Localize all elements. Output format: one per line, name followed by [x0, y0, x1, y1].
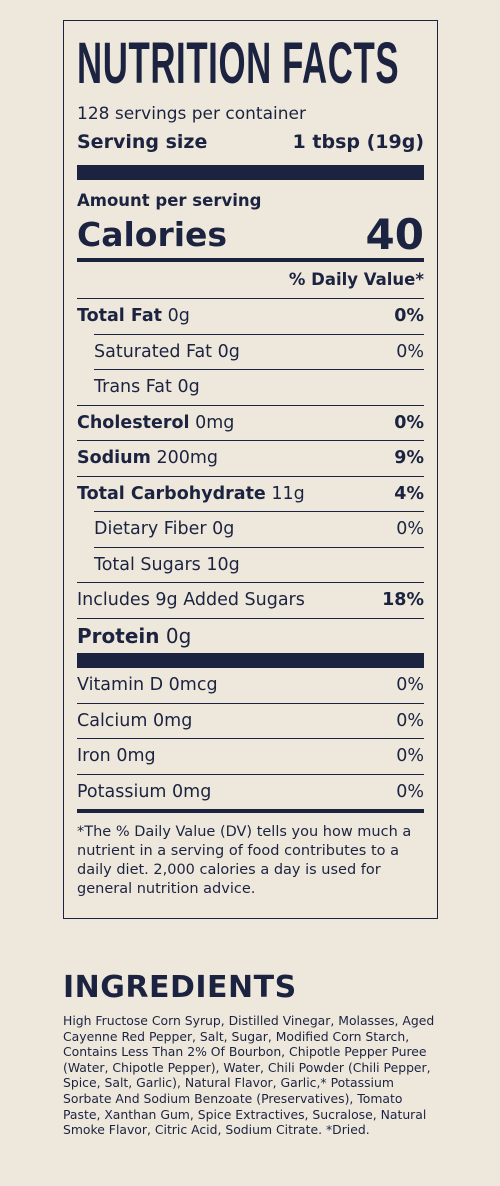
thick-bar — [77, 653, 424, 668]
nutrient-amount: 0mg — [195, 412, 235, 433]
vitamin-cell: Vitamin D 0mcg — [77, 675, 218, 695]
title: NUTRITION FACTS — [77, 31, 400, 96]
nutrient-row: Sodium 200mg 9% — [77, 440, 424, 476]
vitamin-amount: 0mg — [116, 746, 156, 767]
nutrient-cell: Cholesterol 0mg — [77, 413, 234, 433]
nutrient-name: Trans Fat — [94, 377, 172, 398]
vitamin-amount: 0mcg — [168, 675, 218, 696]
vitamin-row: Potassium 0mg 0% — [77, 773, 424, 810]
vitamin-name: Calcium — [77, 710, 148, 731]
nutrient-row: Cholesterol 0mg 0% — [77, 404, 424, 441]
vitamin-name: Potassium — [77, 781, 167, 802]
nutrient-amount: 10g — [206, 554, 240, 575]
nutrient-amount: 0g — [167, 306, 190, 327]
footnote: *The % Daily Value (DV) tells you how mu… — [77, 824, 412, 897]
vitamin-cell: Calcium 0mg — [77, 711, 192, 731]
vitamin-row: Iron 0mg 0% — [77, 738, 424, 774]
nutrient-cell: Includes 9g Added Sugars — [77, 590, 305, 610]
calories-value: 40 — [365, 210, 424, 259]
nutrient-name: Total Sugars — [94, 554, 201, 575]
nutrition-label: NUTRITION FACTS 128 servings per contain… — [63, 20, 438, 919]
title-wrap: NUTRITION FACTS — [77, 35, 424, 93]
nutrient-name: Protein — [77, 623, 160, 648]
thick-bar — [77, 165, 424, 180]
serving-size-label: Serving size — [77, 131, 208, 153]
nutrient-cell: Total Fat 0g — [77, 306, 190, 326]
nutrient-row: Saturated Fat 0g 0% — [94, 333, 424, 370]
nutrient-dv: 18% — [382, 590, 424, 611]
servings: 128 servings per container — [77, 104, 306, 124]
nutrient-name: Total Fat — [77, 306, 163, 327]
nutrients: Total Fat 0g 0% Saturated Fat 0g 0% Trans Fa… — [77, 298, 424, 653]
nutrient-amount: 0g — [217, 341, 240, 362]
nutrient-row: Dietary Fiber 0g 0% — [94, 511, 424, 547]
nutrient-name: Total Carbohydrate — [77, 483, 266, 504]
nutrient-cell: Protein 0g — [77, 624, 191, 648]
nutrient-row: Total Carbohydrate 11g 4% — [77, 475, 424, 512]
nutrient-dv: 0% — [394, 306, 424, 327]
vitamin-amount: 0mg — [153, 710, 193, 731]
vitamin-dv: 0% — [396, 710, 424, 731]
nutrient-name: Includes 9g Added Sugars — [77, 590, 305, 611]
serving-size-value: 1 tbsp (19g) — [292, 131, 424, 153]
vitamin-dv: 0% — [396, 675, 424, 696]
nutrient-amount: 200mg — [156, 448, 218, 469]
vitamin-row: Calcium 0mg 0% — [77, 702, 424, 739]
nutrient-dv: 0% — [396, 341, 424, 362]
nutrient-amount: 0g — [165, 623, 192, 648]
nutrient-amount: 0g — [177, 377, 200, 398]
vitamin-dv: 0% — [396, 781, 424, 802]
nutrient-row: Trans Fat 0g — [94, 369, 424, 405]
nutrient-cell: Dietary Fiber 0g — [94, 519, 234, 539]
nutrient-dv: 9% — [394, 448, 424, 469]
calories: Calories 40 — [77, 212, 424, 258]
nutrient-cell: Total Carbohydrate 11g — [77, 484, 305, 504]
daily-value-header: % Daily Value* — [288, 270, 424, 289]
vitamin-cell: Iron 0mg — [77, 746, 156, 766]
nutrient-name: Cholesterol — [77, 412, 190, 433]
vitamin-cell: Potassium 0mg — [77, 782, 211, 802]
nutrient-amount: 0g — [212, 519, 235, 540]
vitamin-row: Vitamin D 0mcg 0% — [77, 668, 424, 703]
medium-bar — [77, 258, 424, 262]
vitamin-name: Iron — [77, 746, 111, 767]
ingredients-title: INGREDIENTS — [63, 970, 297, 1005]
amount-per-serving: Amount per serving — [77, 191, 262, 210]
nutrient-cell: Sodium 200mg — [77, 448, 218, 468]
vitamin-amount: 0mg — [172, 781, 212, 802]
nutrient-dv: 4% — [394, 483, 424, 504]
nutrient-row: Total Sugars 10g — [94, 546, 424, 583]
vitamins: Vitamin D 0mcg 0% Calcium 0mg 0% Iron 0mg 0% P… — [77, 668, 424, 809]
nutrient-name: Sodium — [77, 448, 151, 469]
nutrient-cell: Saturated Fat 0g — [94, 342, 240, 362]
calories-label: Calories — [77, 215, 228, 254]
nutrient-row: Protein 0g — [77, 617, 424, 654]
vitamin-dv: 0% — [396, 746, 424, 767]
nutrient-amount: 11g — [271, 483, 305, 504]
nutrient-dv: 0% — [396, 519, 424, 540]
nutrient-name: Saturated Fat — [94, 341, 213, 362]
nutrient-row: Total Fat 0g 0% — [77, 298, 424, 334]
nutrient-dv: 0% — [394, 412, 424, 433]
nutrient-cell: Total Sugars 10g — [94, 555, 240, 575]
medium-bar — [77, 809, 424, 813]
nutrient-cell: Trans Fat 0g — [94, 377, 200, 397]
nutrient-name: Dietary Fiber — [94, 519, 207, 540]
nutrient-row: Includes 9g Added Sugars 18% — [77, 582, 424, 618]
vitamin-name: Vitamin D — [77, 675, 164, 696]
ingredients-text: High Fructose Corn Syrup, Distilled Vine… — [63, 1013, 435, 1138]
serving-size: Serving size 1 tbsp (19g) — [77, 125, 424, 159]
